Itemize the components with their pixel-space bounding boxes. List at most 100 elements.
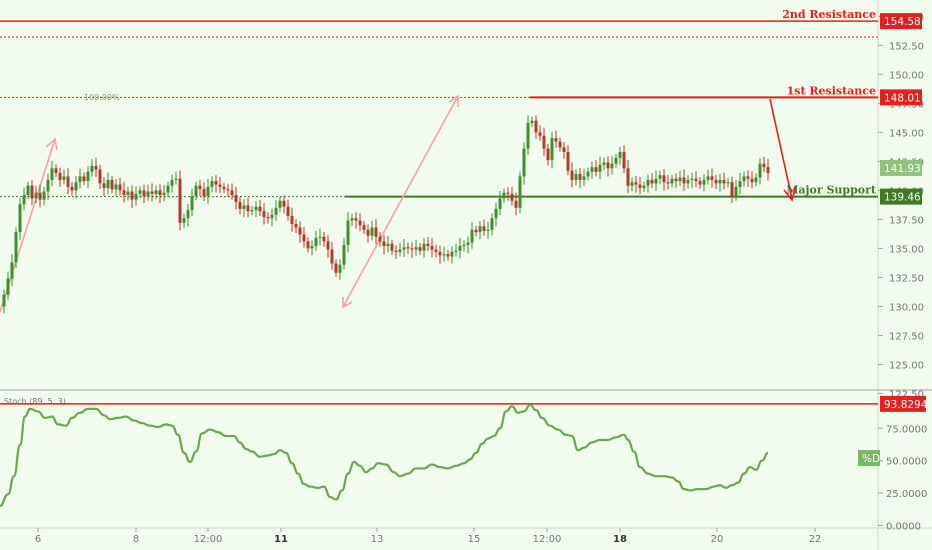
candle-body (526, 123, 530, 149)
candle-body (226, 189, 230, 191)
candle-body (274, 207, 278, 215)
candle-body (754, 177, 758, 183)
candle-body (50, 168, 54, 180)
time-tick-label: 8 (133, 534, 139, 545)
candle-body (178, 178, 182, 223)
candle-body (130, 191, 134, 200)
candle-body (154, 190, 158, 194)
candle-body (66, 176, 70, 187)
candle-body (22, 195, 26, 205)
candle-body (350, 218, 354, 221)
candle-body (594, 167, 598, 172)
candle-body (250, 210, 254, 212)
candle-body (330, 249, 334, 264)
candle-body (766, 167, 770, 173)
time-tick-label: 13 (371, 534, 384, 545)
candle-body (346, 220, 350, 245)
time-tick-label: 22 (809, 534, 822, 545)
candle-body (34, 192, 38, 199)
candle-body (610, 163, 614, 169)
candle-body (490, 218, 494, 230)
candle-body (758, 163, 762, 178)
candle-body (570, 170, 574, 180)
candle-body (678, 177, 682, 182)
candle-body (26, 185, 30, 195)
candle-body (30, 185, 34, 199)
candle-body (694, 178, 698, 182)
candle-body (402, 247, 406, 250)
candle-body (214, 181, 218, 185)
candle-body (706, 176, 710, 180)
candle-body (494, 208, 498, 219)
candle-body (538, 132, 542, 136)
candle-body (138, 190, 142, 194)
candle-body (730, 182, 734, 197)
candle-body (42, 191, 46, 200)
badge-stoch-level: 93.8294 (880, 395, 928, 412)
candle-body (302, 234, 306, 242)
candle-body (530, 120, 534, 124)
candle-body (606, 162, 610, 169)
candle-body (150, 191, 154, 194)
projection-arrow-up-2-head (448, 94, 459, 107)
candle-body (166, 185, 170, 193)
candle-body (198, 185, 202, 190)
candle-body (598, 164, 602, 172)
candle-body (670, 178, 674, 184)
candle-body (726, 182, 730, 184)
candle-body (762, 163, 766, 168)
candle-body (98, 169, 102, 184)
price-tick-label: 127.50 (889, 331, 924, 342)
level-label: 1st Resistance (787, 84, 876, 97)
candle-body (646, 179, 650, 186)
candle-body (10, 262, 14, 279)
candle-body (366, 229, 370, 236)
candle-body (410, 248, 414, 250)
stoch-tick-label: 0.0000 (886, 521, 921, 532)
candle-body (158, 190, 162, 195)
price-tick-label: 122.50 (889, 389, 924, 400)
candle-body (662, 175, 666, 183)
candle-body (106, 179, 110, 189)
candle-body (298, 227, 302, 235)
candle-body (390, 243, 394, 251)
candle-body (202, 189, 206, 197)
badge-stoch-level-text: 93.8294 (884, 399, 928, 411)
candle-body (86, 171, 90, 182)
candle-body (406, 247, 410, 249)
stoch-tick-label: 25.0000 (886, 489, 927, 500)
candlestick-series (2, 115, 770, 314)
candle-body (182, 218, 186, 223)
candle-body (446, 254, 450, 257)
candle-body (630, 182, 634, 186)
candle-body (54, 168, 58, 173)
candle-body (102, 183, 106, 189)
candle-body (14, 232, 18, 263)
candle-body (458, 246, 462, 251)
candle-body (718, 179, 722, 184)
candle-body (582, 176, 586, 180)
candle-body (750, 178, 754, 183)
candle-body (318, 236, 322, 238)
candle-body (442, 254, 446, 256)
candle-body (314, 237, 318, 247)
badge-current-price-bg (880, 159, 922, 176)
candle-body (18, 204, 22, 233)
candle-body (578, 174, 582, 180)
candle-body (734, 186, 738, 197)
candle-body (486, 229, 490, 231)
candle-body (422, 243, 426, 251)
candle-body (230, 190, 234, 195)
candle-body (62, 176, 66, 180)
candle-body (554, 138, 558, 142)
candle-body (322, 236, 326, 242)
candle-body (534, 120, 538, 133)
candle-body (438, 251, 442, 256)
candle-body (90, 165, 94, 172)
candle-body (590, 167, 594, 172)
candle-body (222, 186, 226, 190)
target-arrow-head (783, 187, 796, 202)
candle-body (342, 244, 346, 265)
candle-body (58, 172, 62, 180)
candle-body (266, 217, 270, 219)
